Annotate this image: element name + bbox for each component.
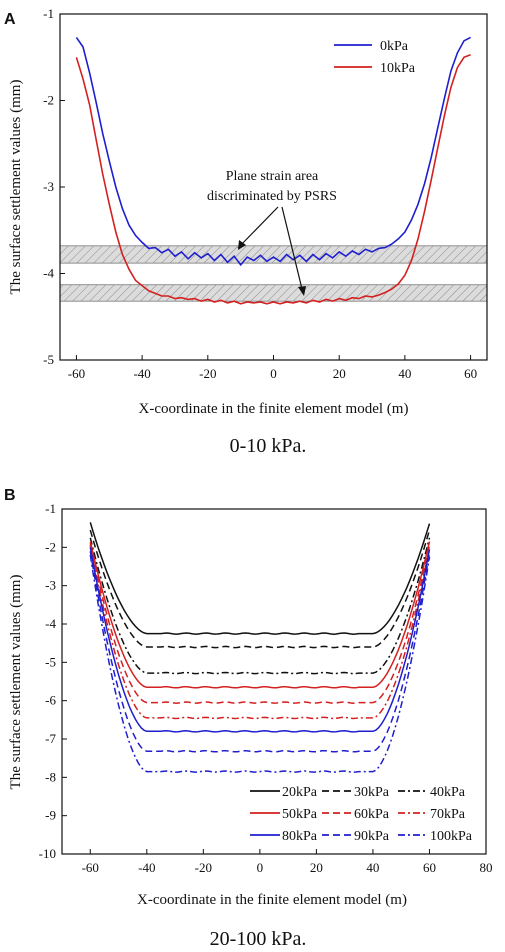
panel-a-y-tick-label: -3 [43, 179, 54, 194]
panel-a-x-tick-label: -40 [133, 366, 150, 381]
series-line-70kPa [89, 545, 431, 720]
panel-a-annotation: Plane strain area discriminated by PSRS [207, 169, 337, 296]
series-line-0kPa [75, 36, 471, 267]
panel-a-letter: A [4, 11, 16, 28]
panel-a-y-tick-label: -1 [43, 6, 54, 21]
panel-b-y-tick-label: -8 [45, 769, 56, 784]
annotation-arrow-2 [281, 206, 304, 294]
annotation-arrow-1 [237, 206, 279, 249]
legend-label-10kPa: 10kPa [380, 61, 416, 76]
annotation-arrowhead-1 [238, 240, 246, 250]
panel-b-y-tick-label: -9 [45, 808, 56, 823]
series-line-90kPa [89, 551, 431, 753]
panel-b-y-tick-label: -3 [45, 578, 56, 593]
panel-b-y-tick-label: -5 [45, 654, 56, 669]
plane-strain-band-2 [59, 284, 488, 302]
series-line-30kPa [89, 529, 431, 649]
panel-b-y-tick-label: -10 [39, 846, 56, 861]
panel-b-caption: 20-100 kPa. [210, 928, 307, 950]
panel-a-y-axis-title: The surface settlement values (mm) [8, 80, 24, 295]
series-line-40kPa [89, 537, 431, 675]
panel-a-x-tick-label: -60 [68, 366, 85, 381]
panel-b-y-tick-label: -4 [45, 616, 56, 631]
panel-a-y-tick-label: -4 [43, 266, 54, 281]
series-line-60kPa [89, 543, 431, 704]
legend-label-0kPa: 0kPa [380, 39, 409, 54]
panel-b-letter: B [4, 487, 16, 504]
panel-a-x-tick-label: 20 [333, 366, 346, 381]
panel-a-legend: 0kPa 10kPa [334, 39, 416, 76]
panel-b-plot-frame [61, 508, 487, 855]
panel-b-x-tick-label: 20 [310, 860, 323, 875]
panel-a-y-tick-label: -5 [43, 352, 54, 367]
legend-label-30kPa: 30kPa [354, 785, 390, 800]
panel-b-x-tick-label: -40 [138, 860, 155, 875]
legend-label-90kPa: 90kPa [354, 829, 390, 844]
panel-b-x-axis-title: X-coordinate in the finite element model… [137, 892, 407, 908]
panel-b-x-tick-label: 0 [257, 860, 264, 875]
legend-label-40kPa: 40kPa [430, 785, 466, 800]
panel-b-x-tick-label: -20 [195, 860, 212, 875]
series-line-100kPa [89, 554, 431, 773]
series-line-80kPa [89, 547, 431, 733]
panel-b-y-tick-label: -2 [45, 539, 56, 554]
annotation-line-2: discriminated by PSRS [207, 189, 337, 204]
panel-b-y-tick-label: -6 [45, 693, 56, 708]
annotation-line-1: Plane strain area [226, 169, 319, 184]
legend-label-60kPa: 60kPa [354, 807, 390, 822]
panel-b-x-tick-label: 40 [366, 860, 379, 875]
legend-label-50kPa: 50kPa [282, 807, 318, 822]
panel-a-x-tick-label: 0 [270, 366, 277, 381]
panel-b-legend: 20kPa 30kPa 40kPa 50kPa 60kPa 70kPa 80kPa 90kPa… [250, 785, 473, 844]
panel-a-x-tick-label: 40 [398, 366, 411, 381]
legend-label-100kPa: 100kPa [430, 829, 473, 844]
plane-strain-band-1 [59, 245, 488, 264]
panel-a-x-axis-title: X-coordinate in the finite element model… [139, 401, 409, 417]
panel-a-x-tick-label: -20 [199, 366, 216, 381]
panel-b-x-tick-label: -60 [82, 860, 99, 875]
panel-b-y-axis-title: The surface settlement values (mm) [8, 575, 24, 790]
panel-b-x-tick-label: 80 [480, 860, 493, 875]
legend-label-70kPa: 70kPa [430, 807, 466, 822]
annotation-arrowhead-2 [298, 286, 306, 296]
panel-a: A -60 -40 -20 0 20 40 60 -1 -2 -3 -4 -5 X-coordina… [4, 6, 488, 457]
legend-label-80kPa: 80kPa [282, 829, 318, 844]
series-line-20kPa [89, 522, 431, 635]
legend-label-20kPa: 20kPa [282, 785, 318, 800]
panel-b-y-tick-label: -1 [45, 501, 56, 516]
panel-b: B -60 -40 -20 0 20 40 60 80 -1 -2 -3 -4 -5 -6 -7 -8 -9 -… [4, 487, 493, 950]
series-line-10kPa [75, 53, 471, 305]
panel-a-x-tick-label: 60 [464, 366, 477, 381]
panel-a-y-tick-label: -2 [43, 93, 54, 108]
series-line-50kPa [89, 541, 431, 689]
panel-b-x-tick-label: 60 [423, 860, 436, 875]
panel-a-caption: 0-10 kPa. [230, 435, 307, 457]
panel-b-y-tick-label: -7 [45, 731, 56, 746]
